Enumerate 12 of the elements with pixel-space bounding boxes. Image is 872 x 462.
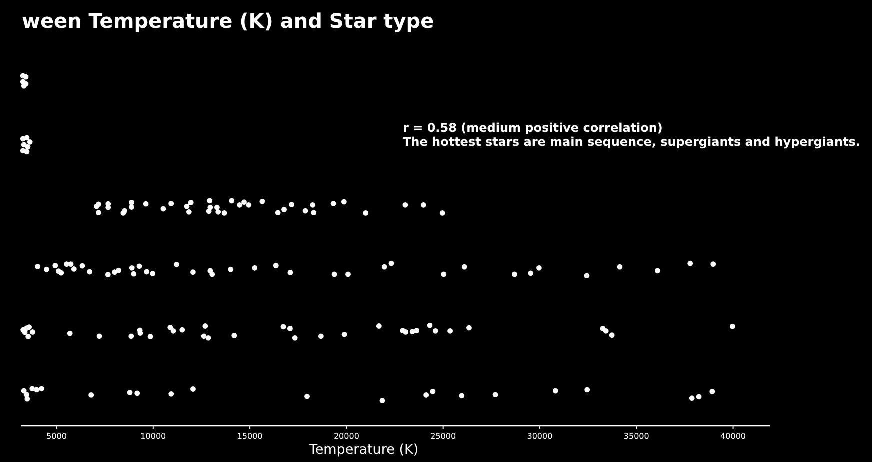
annotation: The hottest stars are main sequence, supergiants and hypergiants. bbox=[403, 135, 860, 149]
x-tick-label: 35000 bbox=[624, 432, 650, 441]
x-tick-label: 30000 bbox=[527, 432, 553, 441]
x-axis-title: Temperature (K) bbox=[308, 442, 419, 458]
x-tick-label: 10000 bbox=[140, 432, 166, 441]
chart-title: ween Temperature (K) and Star type bbox=[22, 9, 434, 33]
x-tick-label: 20000 bbox=[334, 432, 360, 441]
x-tick-label: 15000 bbox=[237, 432, 263, 441]
x-tick-label: 25000 bbox=[430, 432, 456, 441]
x-tick-label: 40000 bbox=[720, 432, 746, 441]
annotation: r = 0.58 (medium positive correlation) bbox=[403, 121, 663, 135]
x-tick-label: 5000 bbox=[46, 432, 67, 441]
